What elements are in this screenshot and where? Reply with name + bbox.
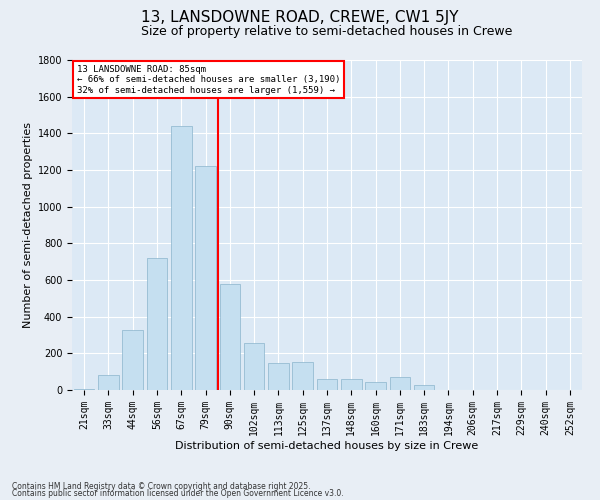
X-axis label: Distribution of semi-detached houses by size in Crewe: Distribution of semi-detached houses by … (175, 440, 479, 450)
Bar (74, 389, 94, 390)
Bar (171, 126, 191, 390)
Bar (414, 384, 434, 390)
Bar (122, 330, 143, 390)
Bar (98, 376, 119, 390)
Bar (195, 166, 216, 390)
Bar (341, 379, 362, 390)
Text: 13 LANSDOWNE ROAD: 85sqm
← 66% of semi-detached houses are smaller (3,190)
32% o: 13 LANSDOWNE ROAD: 85sqm ← 66% of semi-d… (77, 65, 340, 95)
Y-axis label: Number of semi-detached properties: Number of semi-detached properties (23, 122, 34, 328)
Text: Contains HM Land Registry data © Crown copyright and database right 2025.: Contains HM Land Registry data © Crown c… (12, 482, 311, 491)
Bar (220, 284, 240, 390)
Bar (244, 343, 265, 390)
Bar (268, 362, 289, 390)
Text: Contains public sector information licensed under the Open Government Licence v3: Contains public sector information licen… (12, 489, 344, 498)
Title: Size of property relative to semi-detached houses in Crewe: Size of property relative to semi-detach… (142, 25, 512, 38)
Bar (146, 258, 167, 390)
Bar (292, 362, 313, 390)
Bar (389, 377, 410, 390)
Bar (317, 379, 337, 390)
Bar (365, 382, 386, 390)
Text: 13, LANSDOWNE ROAD, CREWE, CW1 5JY: 13, LANSDOWNE ROAD, CREWE, CW1 5JY (141, 10, 459, 25)
